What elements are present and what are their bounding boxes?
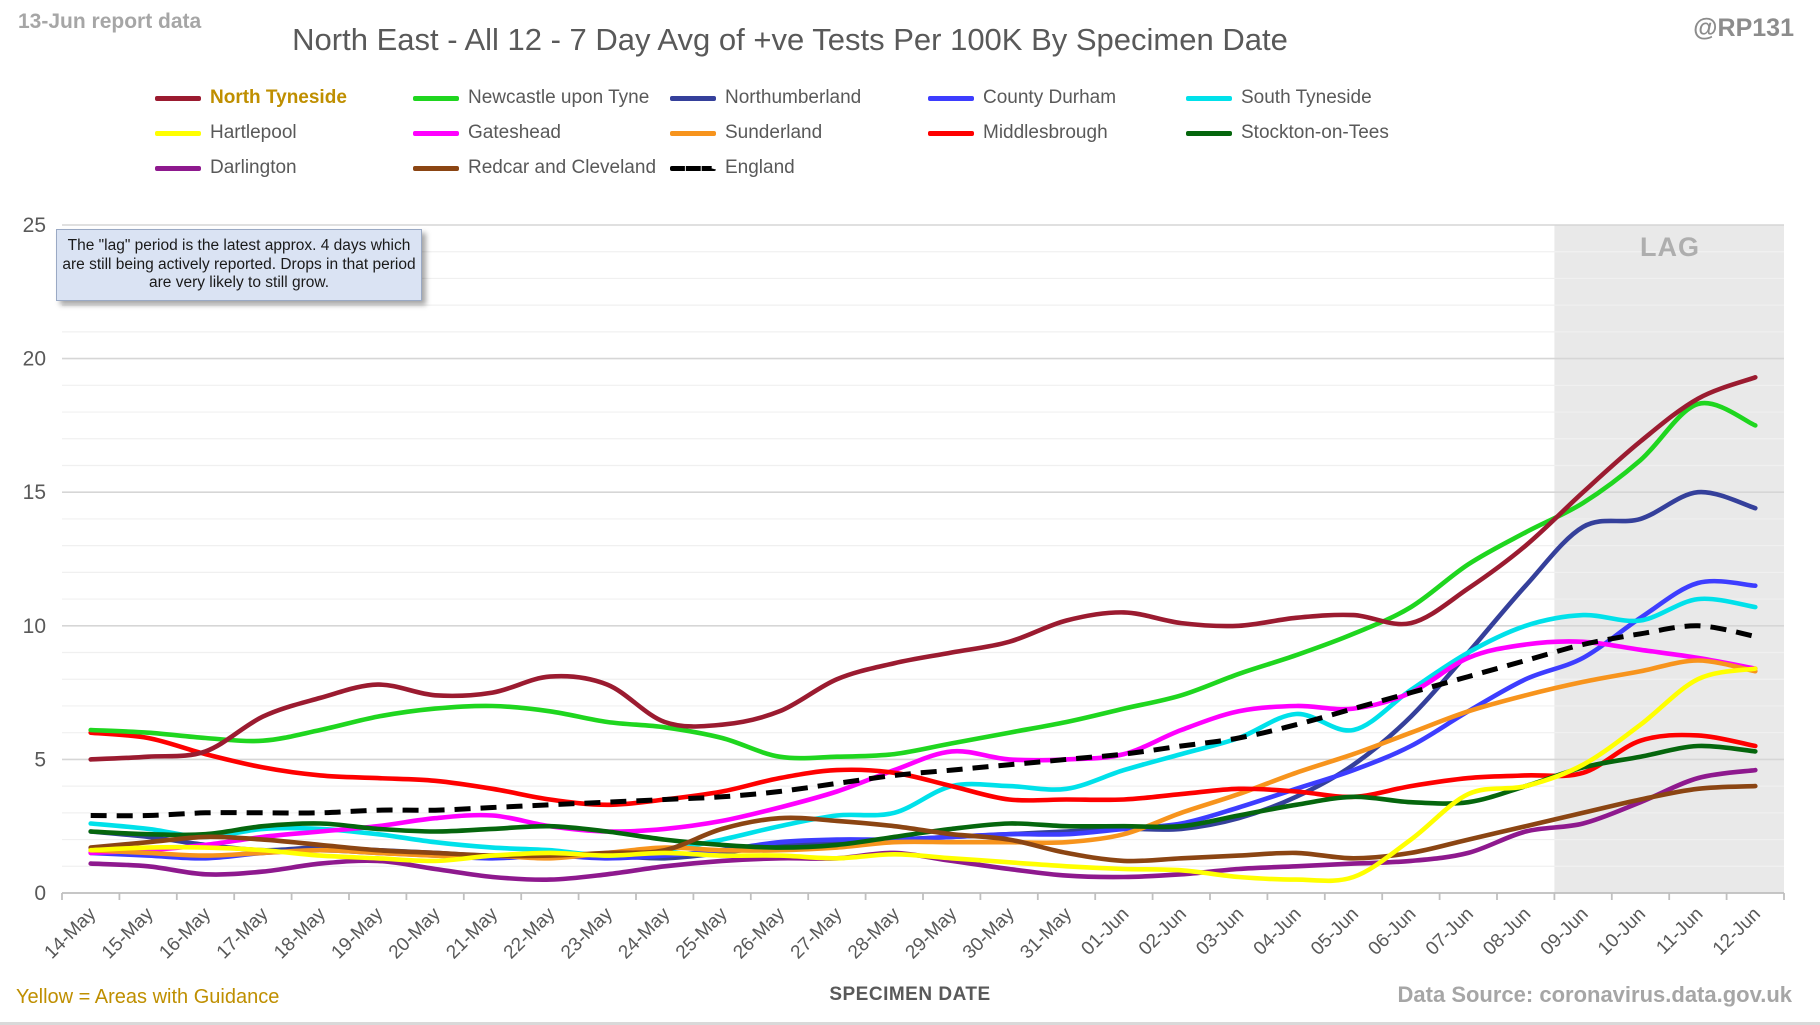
x-axis-tick-label: 01-Jun	[1077, 904, 1133, 960]
legend-item-redcar-and-cleveland: Redcar and Cleveland	[413, 157, 656, 179]
x-axis-tick-label: 23-May	[557, 903, 617, 963]
x-axis-tick-label: 24-May	[615, 903, 675, 963]
legend-item-south-tyneside: South Tyneside	[1186, 87, 1372, 109]
x-axis-tick-label: 14-May	[41, 903, 101, 963]
x-axis-tick-label: 07-Jun	[1422, 904, 1478, 960]
legend-swatch-gateshead	[413, 130, 459, 136]
legend-swatch-hartlepool	[155, 130, 201, 136]
legend-swatch-newcastle-upon-tyne	[413, 95, 459, 101]
x-axis-tick-label: 06-Jun	[1364, 904, 1420, 960]
legend-swatch-stockton-on-tees	[1186, 130, 1232, 136]
legend-label-england: England	[725, 157, 795, 178]
legend-item-england: England	[670, 157, 795, 179]
x-axis-tick-label: 27-May	[787, 903, 847, 963]
lag-annotation-note: The "lag" period is the latest approx. 4…	[56, 229, 422, 301]
y-axis-tick-label: 0	[34, 882, 46, 905]
series-line-hartlepool	[88, 666, 1758, 884]
x-axis-tick-label: 28-May	[844, 903, 904, 963]
legend-label-middlesbrough: Middlesbrough	[983, 122, 1108, 143]
series-line-stockton-on-tees	[88, 743, 1758, 850]
legend-label-hartlepool: Hartlepool	[210, 122, 297, 143]
legend-label-northumberland: Northumberland	[725, 87, 862, 108]
y-axis-tick-label: 5	[34, 748, 46, 771]
x-axis-tick-label: 26-May	[729, 903, 789, 963]
series-line-sunderland	[88, 658, 1758, 861]
legend-item-gateshead: Gateshead	[413, 122, 561, 144]
series-line-middlesbrough	[88, 730, 1758, 808]
y-axis-tick-label: 10	[23, 615, 46, 638]
x-axis-tick-label: 18-May	[270, 903, 330, 963]
y-axis-tick-label: 20	[23, 348, 46, 371]
series-line-england	[90, 623, 1756, 819]
series-line-northumberland	[88, 489, 1758, 861]
legend-item-northumberland: Northumberland	[670, 87, 861, 109]
x-axis-tick-label: 20-May	[385, 903, 445, 963]
x-axis-tick-label: 08-Jun	[1479, 904, 1535, 960]
legend-swatch-middlesbrough	[928, 130, 974, 136]
x-axis-tick-label: 05-Jun	[1307, 904, 1363, 960]
page-title: North East - All 12 - 7 Day Avg of +ve T…	[292, 22, 1288, 57]
legend-swatch-sunderland	[670, 130, 716, 136]
legend-item-stockton-on-tees: Stockton-on-Tees	[1186, 122, 1389, 144]
x-axis-tick-label: 31-May	[1016, 903, 1076, 963]
y-axis-tick-label: 25	[23, 214, 46, 237]
x-axis-tick-label: 03-Jun	[1192, 904, 1248, 960]
legend-swatch-darlington	[155, 165, 201, 171]
x-axis-tick-label: 15-May	[98, 903, 158, 963]
x-axis-tick-label: 11-Jun	[1653, 904, 1708, 959]
series-line-north-tyneside	[88, 375, 1758, 762]
legend-item-hartlepool: Hartlepool	[155, 122, 297, 144]
x-axis-tick-label: 16-May	[155, 903, 215, 963]
data-source-label: Data Source: coronavirus.data.gov.uk	[1397, 982, 1792, 1007]
series-line-newcastle-upon-tyne	[88, 400, 1758, 761]
legend-swatch-northumberland	[670, 95, 716, 101]
x-axis-tick-label: 09-Jun	[1537, 904, 1593, 960]
legend-swatch-redcar-and-cleveland	[413, 165, 459, 171]
legend-label-county-durham: County Durham	[983, 87, 1117, 108]
legend-swatch-county-durham	[928, 95, 974, 101]
legend-swatch-south-tyneside	[1186, 95, 1232, 101]
x-axis-tick-label: 30-May	[959, 903, 1019, 963]
y-axis-tick-label: 15	[23, 481, 46, 504]
lag-band-label: LAG	[1640, 232, 1700, 262]
lag-band	[1554, 225, 1784, 893]
legend-item-sunderland: Sunderland	[670, 122, 822, 144]
x-axis-tick-label: 12-Jun	[1709, 904, 1765, 960]
legend-label-newcastle-upon-tyne: Newcastle upon Tyne	[468, 87, 650, 108]
legend-item-county-durham: County Durham	[928, 87, 1116, 109]
x-axis-tick-label: 21-May	[442, 903, 502, 963]
legend-label-darlington: Darlington	[210, 157, 297, 178]
legend-label-sunderland: Sunderland	[725, 122, 823, 143]
legend-item-north-tyneside: North Tyneside	[155, 87, 347, 109]
author-handle: @RP131	[1693, 14, 1794, 42]
x-axis-tick-label: 25-May	[672, 903, 732, 963]
series-line-redcar-and-cleveland	[88, 783, 1758, 864]
series-line-county-durham	[88, 578, 1758, 861]
legend-label-redcar-and-cleveland: Redcar and Cleveland	[468, 157, 657, 178]
series-line-south-tyneside	[88, 596, 1758, 858]
legend-swatch-north-tyneside	[155, 95, 201, 101]
x-axis-tick-label: 10-Jun	[1594, 904, 1650, 960]
report-date-label: 13-Jun report data	[18, 10, 202, 33]
x-axis-tick-label: 29-May	[902, 903, 962, 963]
legend-label-gateshead: Gateshead	[468, 122, 561, 143]
legend-label-north-tyneside: North Tyneside	[210, 87, 347, 108]
x-axis-tick-label: 17-May	[213, 903, 273, 963]
legend-item-newcastle-upon-tyne: Newcastle upon Tyne	[413, 87, 649, 109]
legend-swatch-england	[670, 165, 716, 171]
legend-item-darlington: Darlington	[155, 157, 297, 179]
x-axis-tick-label: 02-Jun	[1135, 904, 1191, 960]
legend-label-stockton-on-tees: Stockton-on-Tees	[1241, 122, 1389, 143]
x-axis-tick-label: 22-May	[500, 903, 560, 963]
x-axis-title: SPECIMEN DATE	[829, 984, 991, 1005]
x-axis-tick-label: 04-Jun	[1250, 904, 1306, 960]
legend-item-middlesbrough: Middlesbrough	[928, 122, 1108, 144]
legend-label-south-tyneside: South Tyneside	[1241, 87, 1372, 108]
yellow-guidance-note: Yellow = Areas with Guidance	[16, 986, 280, 1008]
x-axis-tick-label: 19-May	[328, 903, 388, 963]
